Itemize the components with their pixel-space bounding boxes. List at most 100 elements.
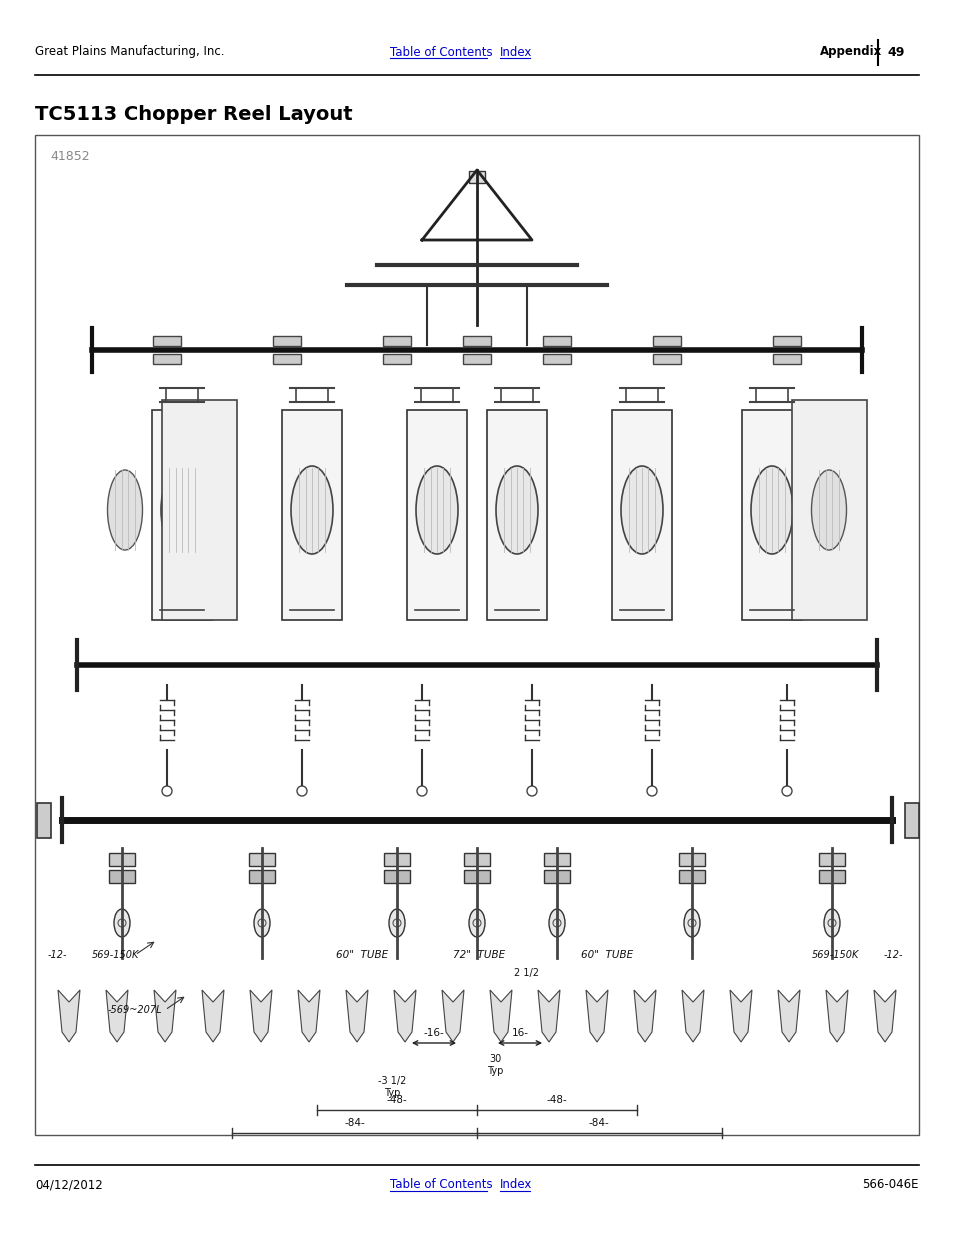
Ellipse shape (416, 466, 457, 555)
Bar (384, 853, 410, 866)
Bar (486, 410, 546, 620)
Text: 04/12/2012: 04/12/2012 (35, 1178, 103, 1192)
Text: Index: Index (499, 46, 532, 58)
Bar (35, 135, 918, 1135)
Text: -84-: -84- (588, 1118, 609, 1128)
Text: Great Plains Manufacturing, Inc.: Great Plains Manufacturing, Inc. (35, 46, 224, 58)
Polygon shape (585, 990, 607, 1042)
Polygon shape (250, 990, 272, 1042)
Bar (382, 336, 411, 346)
Bar (904, 803, 918, 839)
Text: -12-: -12- (48, 950, 67, 960)
Ellipse shape (469, 909, 484, 937)
Text: -569~207L: -569~207L (108, 1005, 162, 1015)
Bar (462, 336, 491, 346)
Polygon shape (297, 990, 319, 1042)
Polygon shape (729, 990, 751, 1042)
Text: -84-: -84- (344, 1118, 365, 1128)
Bar (542, 336, 571, 346)
Bar (772, 354, 801, 364)
Polygon shape (778, 990, 800, 1042)
Bar (273, 336, 301, 346)
Ellipse shape (253, 909, 270, 937)
Text: Appendix: Appendix (820, 46, 882, 58)
Text: -48-: -48- (546, 1095, 567, 1105)
Ellipse shape (389, 909, 405, 937)
Text: 41852: 41852 (50, 151, 90, 163)
Bar (282, 410, 341, 620)
Bar (152, 336, 181, 346)
Ellipse shape (496, 466, 537, 555)
Bar (679, 869, 704, 883)
Polygon shape (106, 990, 128, 1042)
Bar (791, 400, 866, 620)
Text: Index: Index (499, 1178, 532, 1192)
Text: 16-: 16- (511, 1028, 528, 1037)
Bar (462, 354, 491, 364)
Ellipse shape (113, 909, 130, 937)
Bar (542, 354, 571, 364)
Polygon shape (873, 990, 895, 1042)
Ellipse shape (108, 471, 142, 550)
Text: TC5113 Chopper Reel Layout: TC5113 Chopper Reel Layout (35, 105, 353, 125)
Bar (384, 869, 410, 883)
Text: 569-150K: 569-150K (810, 950, 858, 960)
Bar (152, 410, 212, 620)
Text: 569-150K: 569-150K (91, 950, 138, 960)
Text: 60"  TUBE: 60" TUBE (335, 950, 388, 960)
Bar (273, 354, 301, 364)
Polygon shape (202, 990, 224, 1042)
Bar (249, 853, 274, 866)
Polygon shape (490, 990, 512, 1042)
Text: Table of Contents: Table of Contents (390, 1178, 492, 1192)
Ellipse shape (750, 466, 792, 555)
Ellipse shape (291, 466, 333, 555)
Text: -48-: -48- (386, 1095, 407, 1105)
Text: -12-: -12- (882, 950, 902, 960)
Text: 49: 49 (886, 46, 903, 58)
Polygon shape (825, 990, 847, 1042)
Bar (382, 354, 411, 364)
Text: Table of Contents: Table of Contents (390, 46, 492, 58)
Bar (37, 803, 51, 839)
Bar (469, 170, 484, 183)
Bar (152, 354, 181, 364)
Text: 60"  TUBE: 60" TUBE (580, 950, 633, 960)
Text: 72"  TUBE: 72" TUBE (453, 950, 504, 960)
Text: -16-: -16- (423, 1028, 444, 1037)
Ellipse shape (683, 909, 700, 937)
Ellipse shape (161, 466, 203, 555)
Bar (249, 869, 274, 883)
Polygon shape (681, 990, 703, 1042)
Polygon shape (537, 990, 559, 1042)
Bar (679, 853, 704, 866)
Polygon shape (441, 990, 463, 1042)
Text: -3 1/2
Typ: -3 1/2 Typ (377, 1076, 406, 1098)
Ellipse shape (823, 909, 840, 937)
Bar (652, 336, 680, 346)
Ellipse shape (811, 471, 845, 550)
Bar (818, 869, 844, 883)
Bar (109, 853, 135, 866)
Polygon shape (394, 990, 416, 1042)
Bar (109, 869, 135, 883)
Text: 2 1/2: 2 1/2 (514, 968, 539, 978)
Ellipse shape (548, 909, 564, 937)
Polygon shape (58, 990, 80, 1042)
Bar (772, 336, 801, 346)
Bar (612, 410, 671, 620)
Text: 30
Typ: 30 Typ (486, 1055, 502, 1076)
Polygon shape (346, 990, 368, 1042)
Bar (741, 410, 801, 620)
Bar (162, 400, 236, 620)
Polygon shape (634, 990, 656, 1042)
Ellipse shape (620, 466, 662, 555)
Bar (543, 869, 569, 883)
Bar (818, 853, 844, 866)
Text: 566-046E: 566-046E (862, 1178, 918, 1192)
Polygon shape (153, 990, 175, 1042)
Bar (463, 869, 490, 883)
Bar (543, 853, 569, 866)
Bar (652, 354, 680, 364)
Bar (463, 853, 490, 866)
